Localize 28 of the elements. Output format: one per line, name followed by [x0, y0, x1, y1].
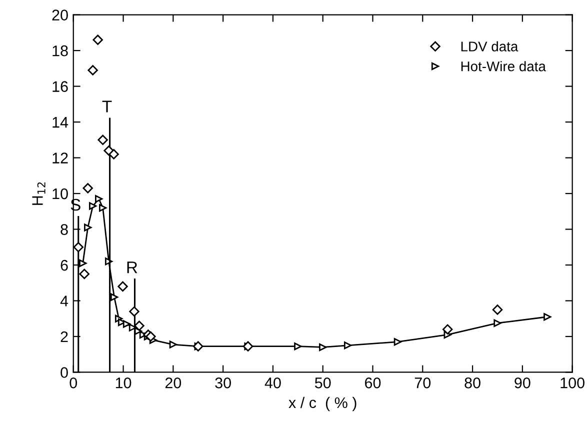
- x-tick-label: 0: [70, 378, 78, 388]
- y-tick-label: 2: [60, 331, 68, 342]
- x-tick-label: 70: [414, 378, 431, 388]
- x-tick-label: 100: [560, 378, 584, 388]
- x-tick-label: 40: [264, 378, 281, 388]
- y-tick-label: 12: [52, 152, 68, 164]
- y-tick-label: 4: [60, 296, 68, 306]
- x-tick-label: 10: [116, 378, 132, 388]
- y-tick-label: 6: [60, 260, 68, 271]
- x-axis-title: x / c ( % ): [288, 396, 356, 412]
- x-tick-label: 80: [464, 378, 480, 388]
- y-tick-label: 0: [60, 367, 68, 378]
- y-tick-label: 14: [52, 117, 68, 128]
- y-tick-label: 16: [52, 81, 68, 92]
- y-tick-label: 8: [60, 224, 68, 235]
- x-tick-label: 20: [165, 378, 182, 388]
- annotation: R: [127, 262, 138, 274]
- x-tick-label: 60: [365, 378, 381, 388]
- y-tick-label: 20: [52, 10, 68, 20]
- annotation: T: [102, 100, 112, 112]
- legend-label: Hot-Wire data: [461, 61, 546, 72]
- y-axis-title: H$_{12}$: [32, 182, 46, 205]
- legend-label: LDV data: [461, 41, 518, 52]
- x-tick-label: 90: [514, 378, 530, 388]
- x-tick-label: 30: [215, 378, 231, 388]
- y-tick-label: 10: [52, 188, 68, 200]
- y-tick-label: 18: [52, 45, 68, 56]
- x-tick-label: 50: [314, 378, 331, 388]
